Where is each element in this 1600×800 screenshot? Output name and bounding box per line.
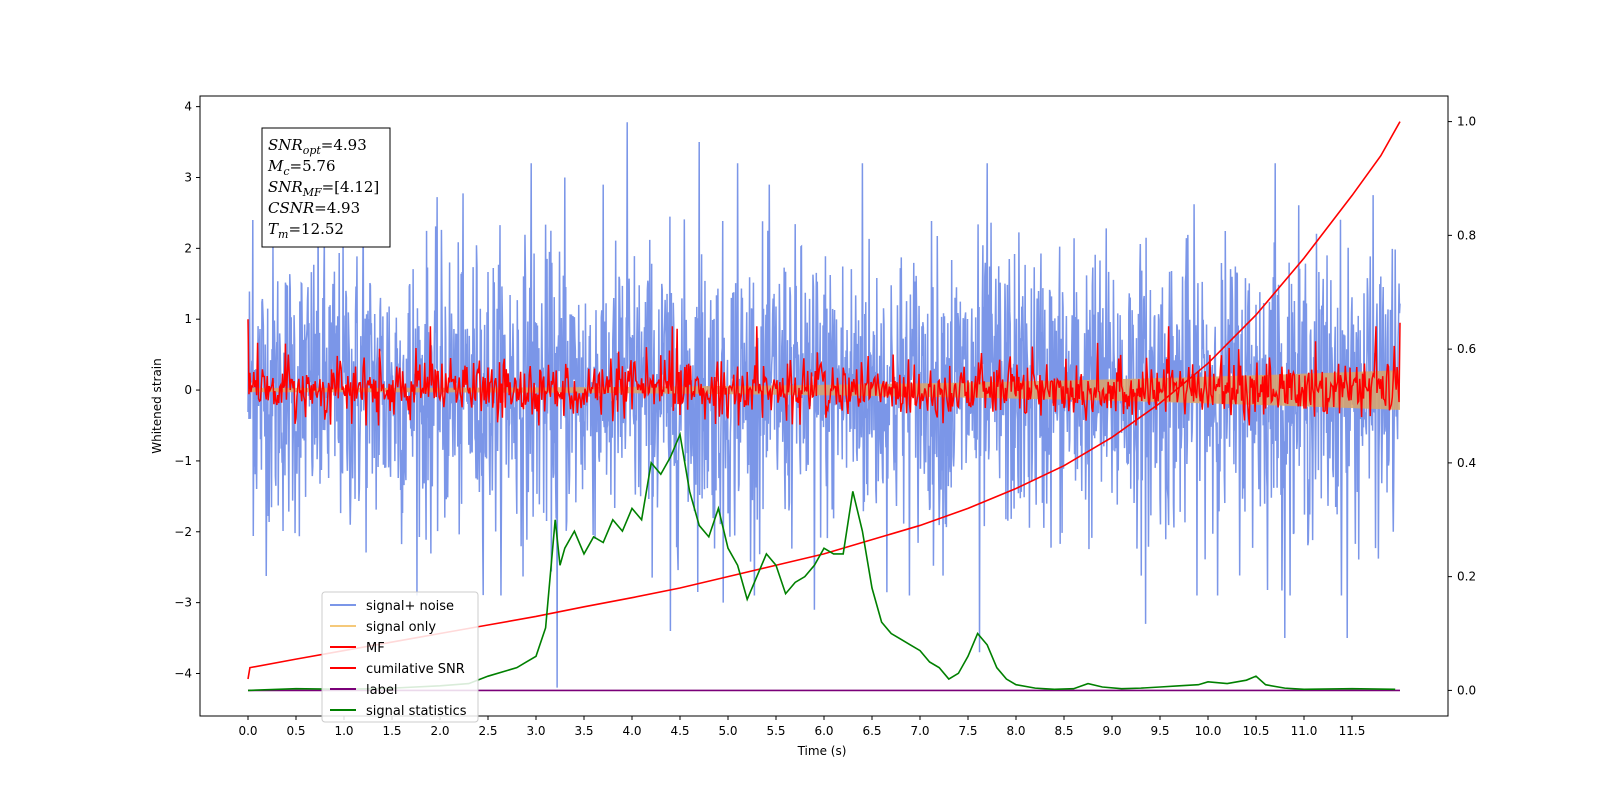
legend-label: label: [366, 683, 397, 698]
x-tick-label: 3.0: [526, 724, 545, 738]
legend-label: signal statistics: [366, 704, 467, 719]
y-tick-label: −4: [174, 666, 192, 680]
x-tick-label: 11.5: [1339, 724, 1366, 738]
legend-frame: [321, 591, 479, 723]
legend-item: cumilative SNR: [330, 662, 465, 677]
y2-tick-label: 0.4: [1457, 456, 1476, 470]
y2-tick-label: 0.8: [1457, 228, 1476, 242]
x-tick-label: 1.5: [382, 724, 401, 738]
y2-tick-label: 1.0: [1457, 115, 1476, 129]
legend: signal+ noise signal only MF cumilative SNR…: [321, 591, 479, 723]
x-tick-label: 10.5: [1243, 724, 1270, 738]
x-tick-label: 6.0: [814, 724, 833, 738]
y-tick-label: −2: [174, 525, 192, 539]
legend-label: signal+ noise: [366, 599, 454, 614]
x-tick-label: 4.5: [670, 724, 689, 738]
y2-tick-label: 0.0: [1457, 683, 1476, 697]
x-axis: 0.0 0.5 1.0 1.5 2.0 2.5 3.0 3.5 4.0 4.5 5.0 5.5 6.0 6…: [238, 716, 1365, 738]
y2-tick-label: 0.6: [1457, 342, 1476, 356]
x-tick-label: 5.0: [718, 724, 737, 738]
x-tick-label: 2.5: [478, 724, 497, 738]
annotation-line: SNRMF=[4.12]: [268, 178, 379, 199]
y-tick-label: 0: [184, 383, 192, 397]
x-tick-label: 7.0: [910, 724, 929, 738]
series-mf: [247, 319, 1401, 426]
y-axis-right: 1.0 0.8 0.6 0.4 0.2 0.0: [1448, 115, 1476, 697]
y2-tick-label: 0.2: [1457, 570, 1476, 584]
annotation-line: SNRopt=4.93: [268, 136, 367, 157]
legend-label: MF: [366, 641, 385, 656]
x-tick-label: 7.5: [958, 724, 977, 738]
legend-item: MF: [330, 641, 385, 656]
x-tick-label: 11.0: [1291, 724, 1318, 738]
annotation-frame: [261, 127, 391, 248]
x-tick-label: 9.5: [1150, 724, 1169, 738]
x-tick-label: 0.0: [238, 724, 257, 738]
series-line: [247, 319, 1401, 426]
y-tick-label: 3: [184, 170, 192, 184]
y-tick-label: 1: [184, 312, 192, 326]
x-axis-title: Time (s): [797, 744, 847, 758]
y-tick-label: 4: [184, 100, 192, 114]
y-axis-title: Whitened strain: [150, 358, 164, 454]
legend-item: signal+ noise: [330, 599, 454, 614]
x-tick-label: 8.5: [1054, 724, 1073, 738]
x-tick-label: 0.5: [286, 724, 305, 738]
x-tick-label: 9.0: [1102, 724, 1121, 738]
y-axis-left: 4 3 2 1 0 −1 −2 −3 −4: [174, 100, 200, 680]
legend-label: signal only: [366, 620, 436, 635]
x-tick-label: 5.5: [766, 724, 785, 738]
y-tick-label: 2: [184, 241, 192, 255]
annotation-line: Mc=5.76: [267, 157, 336, 178]
series-line: [247, 431, 1396, 692]
x-tick-label: 8.0: [1006, 724, 1025, 738]
x-tick-label: 10.0: [1195, 724, 1222, 738]
legend-item: signal statistics: [330, 704, 467, 719]
annotation-line: CSNR=4.93: [268, 199, 360, 217]
y-tick-label: −3: [174, 596, 192, 610]
legend-item: signal only: [330, 620, 436, 635]
x-tick-label: 1.0: [334, 724, 353, 738]
y-tick-label: −1: [174, 454, 192, 468]
x-tick-label: 4.0: [622, 724, 641, 738]
annotation-line: Tm=12.52: [268, 220, 344, 241]
series-signal-noise: [247, 122, 1401, 688]
legend-label: cumilative SNR: [366, 662, 465, 677]
series-line: [247, 122, 1401, 688]
x-tick-label: 6.5: [862, 724, 881, 738]
x-tick-label: 3.5: [574, 724, 593, 738]
series-signal-statistics: [247, 431, 1396, 692]
legend-item: label: [330, 683, 397, 698]
x-tick-label: 2.0: [430, 724, 449, 738]
